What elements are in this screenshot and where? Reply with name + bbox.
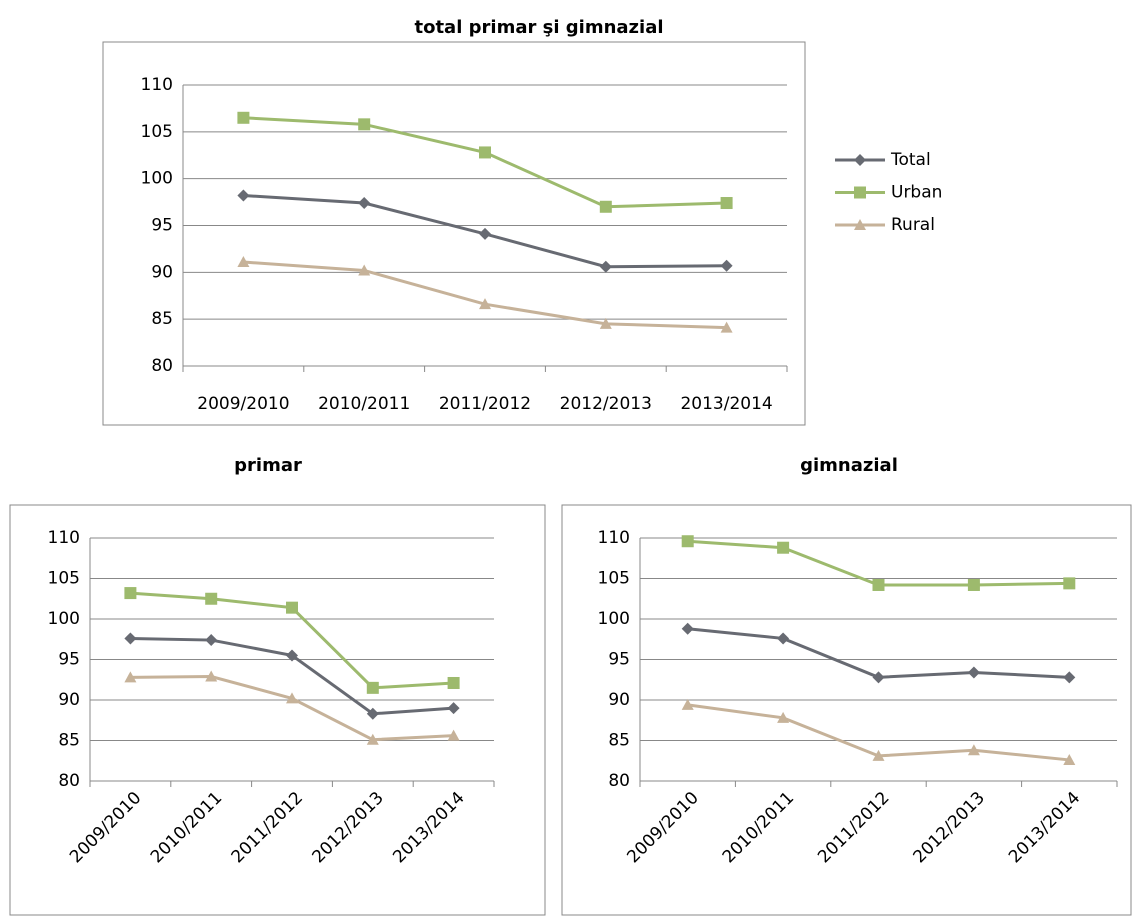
y-tick-label: 85 bbox=[58, 731, 80, 751]
marker bbox=[777, 632, 790, 645]
marker bbox=[124, 587, 137, 600]
x-tick-label: 2011/2012 bbox=[814, 788, 893, 867]
y-tick-label: 80 bbox=[151, 356, 173, 376]
marker bbox=[358, 197, 371, 210]
marker bbox=[366, 681, 379, 694]
series-line bbox=[243, 116, 727, 209]
legend-label: Urban bbox=[891, 183, 942, 203]
x-tick-label: 2012/2013 bbox=[560, 394, 652, 414]
marker bbox=[447, 702, 460, 715]
marker bbox=[720, 197, 733, 210]
marker bbox=[358, 264, 371, 276]
marker bbox=[205, 634, 218, 647]
marker bbox=[124, 671, 137, 683]
legend-label: Total bbox=[890, 150, 931, 170]
y-tick-label: 80 bbox=[58, 771, 80, 791]
y-tick-label: 110 bbox=[598, 528, 630, 548]
marker bbox=[205, 592, 218, 605]
chart-frame bbox=[102, 41, 806, 426]
y-tick-label: 100 bbox=[141, 169, 173, 189]
marker bbox=[967, 578, 980, 591]
x-tick-label: 2013/2014 bbox=[680, 394, 772, 414]
y-tick-label: 105 bbox=[141, 122, 173, 142]
x-tick-label: 2012/2013 bbox=[308, 788, 387, 867]
marker bbox=[777, 541, 790, 554]
x-tick-label: 2011/2012 bbox=[439, 394, 531, 414]
marker bbox=[237, 189, 250, 202]
x-tick-label: 2010/2011 bbox=[147, 788, 226, 867]
chart-frame bbox=[9, 504, 546, 916]
y-tick-label: 105 bbox=[598, 569, 630, 589]
y-tick-label: 85 bbox=[608, 731, 630, 751]
marker bbox=[967, 666, 980, 679]
marker bbox=[720, 321, 733, 333]
x-tick-label: 2012/2013 bbox=[910, 788, 989, 867]
marker bbox=[237, 111, 250, 124]
legend-marker bbox=[854, 186, 866, 199]
marker bbox=[366, 707, 379, 720]
y-tick-label: 90 bbox=[608, 690, 630, 710]
marker bbox=[777, 711, 790, 723]
marker bbox=[599, 317, 612, 329]
marker bbox=[358, 118, 371, 131]
series-line bbox=[687, 627, 1070, 679]
y-tick-label: 95 bbox=[58, 650, 80, 670]
marker bbox=[872, 578, 885, 591]
x-tick-label: 2010/2011 bbox=[719, 788, 798, 867]
marker bbox=[286, 692, 298, 704]
marker bbox=[205, 670, 218, 682]
y-tick-label: 110 bbox=[141, 75, 173, 95]
x-tick-label: 2010/2011 bbox=[318, 394, 410, 414]
marker bbox=[720, 259, 733, 272]
marker bbox=[124, 632, 137, 645]
marker bbox=[479, 298, 491, 310]
marker bbox=[447, 729, 460, 741]
chart-title: primar bbox=[234, 455, 302, 476]
marker bbox=[479, 227, 491, 240]
y-tick-label: 95 bbox=[151, 216, 173, 236]
chart-frame bbox=[561, 504, 1132, 916]
y-tick-label: 105 bbox=[48, 569, 80, 589]
marker bbox=[286, 649, 298, 662]
y-tick-label: 90 bbox=[58, 690, 80, 710]
x-tick-label: 2011/2012 bbox=[228, 788, 307, 867]
marker bbox=[872, 671, 885, 684]
chart-title: gimnazial bbox=[800, 455, 898, 476]
x-tick-label: 2013/2014 bbox=[389, 788, 468, 867]
marker bbox=[1063, 671, 1076, 684]
x-tick-label: 2009/2010 bbox=[66, 788, 145, 867]
marker bbox=[286, 601, 298, 614]
y-tick-label: 85 bbox=[151, 309, 173, 329]
legend-marker bbox=[854, 154, 866, 166]
y-tick-label: 100 bbox=[598, 609, 630, 629]
legend-marker bbox=[854, 219, 866, 230]
marker bbox=[967, 744, 980, 756]
marker bbox=[1063, 577, 1076, 590]
x-tick-label: 2009/2010 bbox=[623, 788, 702, 867]
marker bbox=[237, 256, 250, 268]
marker bbox=[599, 200, 612, 213]
y-tick-label: 100 bbox=[48, 609, 80, 629]
marker bbox=[366, 733, 379, 745]
marker bbox=[1063, 753, 1076, 765]
marker bbox=[681, 535, 694, 548]
marker bbox=[447, 676, 460, 689]
marker bbox=[479, 146, 491, 159]
marker bbox=[681, 622, 694, 635]
y-tick-label: 90 bbox=[151, 262, 173, 282]
legend-label: Rural bbox=[891, 215, 935, 235]
chart-title: total primar şi gimnazial bbox=[414, 17, 663, 38]
marker bbox=[872, 749, 885, 761]
y-tick-label: 80 bbox=[608, 771, 630, 791]
x-tick-label: 2009/2010 bbox=[197, 394, 289, 414]
marker bbox=[681, 698, 694, 710]
y-tick-label: 95 bbox=[608, 650, 630, 670]
x-tick-label: 2013/2014 bbox=[1005, 788, 1084, 867]
y-tick-label: 110 bbox=[48, 528, 80, 548]
marker bbox=[599, 260, 612, 273]
